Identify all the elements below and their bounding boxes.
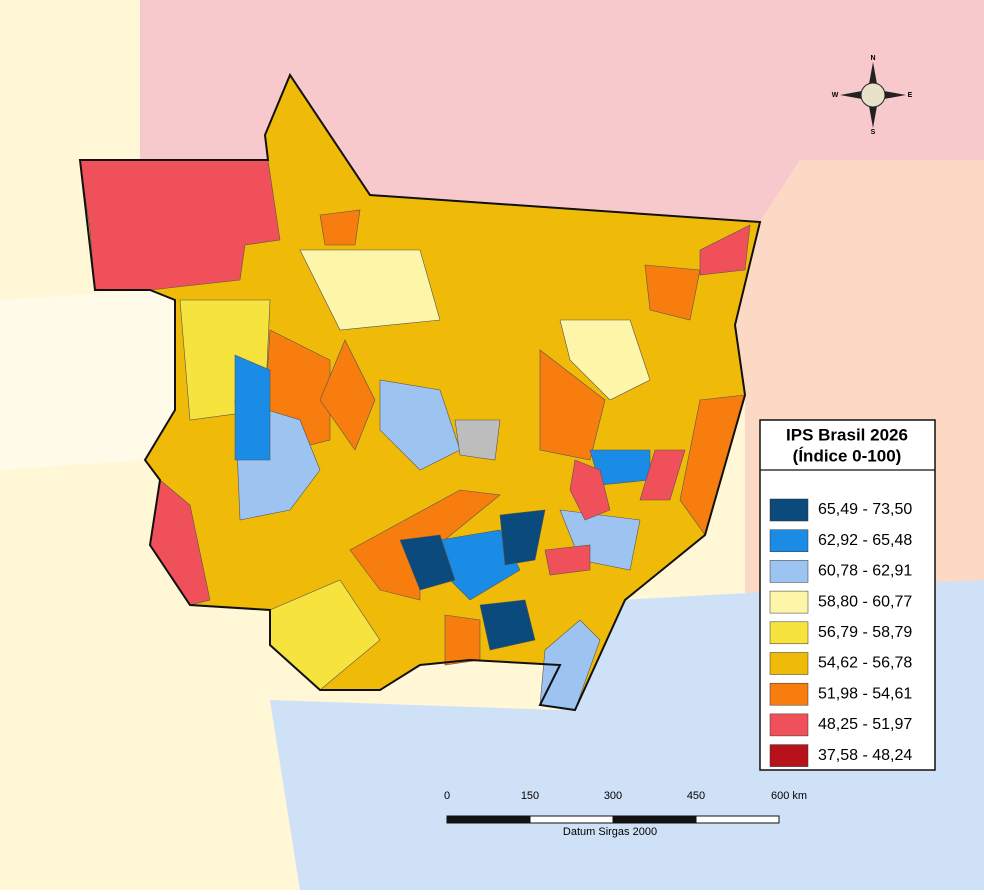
region bbox=[539, 619, 601, 711]
scale-label: 0 bbox=[444, 790, 450, 802]
legend-swatch bbox=[769, 682, 809, 706]
region bbox=[639, 449, 686, 501]
legend-label: 51,98 - 54,61 bbox=[818, 685, 912, 702]
legend-label: 37,58 - 48,24 bbox=[818, 747, 912, 764]
legend-swatch bbox=[769, 621, 809, 645]
legend-swatch bbox=[769, 560, 809, 583]
scale-datum: Datum Sirgas 2000 bbox=[563, 826, 657, 838]
legend-swatch bbox=[769, 744, 809, 767]
legend-label: 54,62 - 56,78 bbox=[818, 655, 912, 672]
region bbox=[559, 319, 651, 401]
region bbox=[644, 264, 701, 321]
compass-ring bbox=[860, 82, 886, 108]
scale-label: 600 km bbox=[771, 790, 807, 802]
scale-label: 300 bbox=[604, 790, 622, 802]
scale-segment bbox=[529, 815, 614, 824]
legend-swatch bbox=[769, 652, 809, 675]
region bbox=[234, 354, 271, 461]
region bbox=[299, 249, 441, 331]
region bbox=[379, 379, 461, 471]
region bbox=[569, 459, 611, 521]
legend-swatch bbox=[769, 590, 809, 614]
legend-label: 65,49 - 73,50 bbox=[818, 501, 912, 518]
region bbox=[479, 599, 536, 651]
compass-label: S bbox=[871, 129, 876, 136]
scale-segment bbox=[612, 815, 697, 824]
region bbox=[444, 614, 481, 666]
legend-swatch bbox=[769, 529, 809, 552]
region bbox=[699, 224, 751, 276]
region bbox=[79, 159, 281, 291]
region bbox=[539, 349, 606, 461]
legend-swatch bbox=[769, 713, 809, 737]
compass-label: E bbox=[908, 92, 913, 99]
legend-label: 60,78 - 62,91 bbox=[818, 563, 912, 580]
compass: N S W E bbox=[832, 55, 913, 136]
neighbor-west bbox=[0, 290, 175, 470]
legend-label: 58,80 - 60,77 bbox=[818, 593, 912, 610]
legend-label: 56,79 - 58,79 bbox=[818, 624, 912, 641]
compass-label: N bbox=[870, 55, 875, 62]
legend-label: 62,92 - 65,48 bbox=[818, 532, 912, 549]
state-border bbox=[78, 72, 762, 712]
scale-segment bbox=[446, 815, 531, 824]
no-data-region bbox=[454, 419, 501, 461]
scale-label: 150 bbox=[521, 790, 539, 802]
legend: IPS Brasil 2026 (Índice 0-100) 65,49 - 7… bbox=[759, 419, 936, 771]
scale-bar: Datum Sirgas 2000 0 150 300 450 600 km bbox=[444, 790, 807, 838]
scale-segment bbox=[695, 815, 780, 824]
region bbox=[319, 339, 376, 451]
legend-label: 48,25 - 51,97 bbox=[818, 716, 912, 733]
region bbox=[499, 509, 546, 566]
region bbox=[319, 209, 361, 246]
state-regions bbox=[78, 72, 762, 712]
compass-label: W bbox=[832, 92, 839, 99]
legend-swatch bbox=[769, 498, 809, 522]
region bbox=[544, 544, 591, 576]
scale-label: 450 bbox=[687, 790, 705, 802]
legend-title: IPS Brasil 2026 bbox=[786, 425, 908, 444]
legend-title: (Índice 0-100) bbox=[793, 446, 902, 465]
region bbox=[399, 534, 456, 591]
